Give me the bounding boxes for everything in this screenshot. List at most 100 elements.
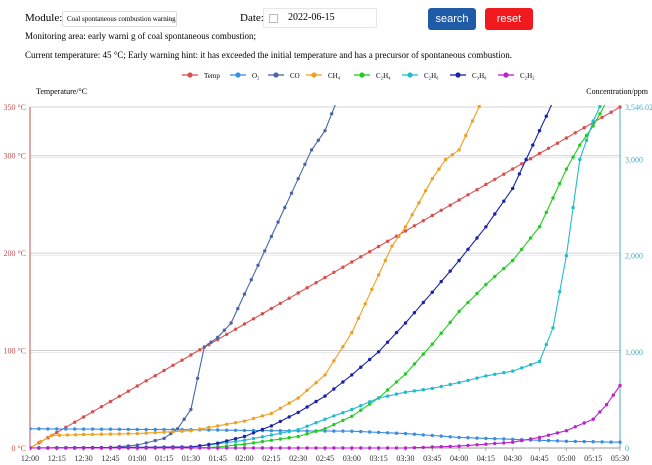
series-point: [412, 224, 417, 228]
series-point: [544, 210, 548, 215]
series-point: [269, 234, 274, 239]
series-point: [260, 312, 265, 316]
reset-button[interactable]: reset: [485, 8, 533, 30]
series-point: [544, 342, 548, 347]
series-point: [350, 373, 354, 377]
series-point: [439, 445, 443, 449]
series-point: [457, 380, 461, 385]
x-axis-tick-label: 12:00: [21, 454, 39, 463]
series-point: [448, 203, 452, 207]
series-point: [493, 212, 497, 216]
series-point: [537, 151, 542, 156]
series-point: [448, 435, 452, 439]
series-point: [108, 432, 113, 436]
series-point: [251, 436, 256, 441]
series-point: [448, 269, 452, 273]
series-point: [260, 435, 265, 439]
series-point: [537, 359, 542, 364]
series-point: [484, 436, 488, 441]
series-point: [323, 373, 327, 377]
series-point: [439, 279, 443, 284]
series-point: [466, 193, 470, 197]
series-point: [169, 431, 173, 436]
series-point: [484, 225, 488, 229]
series-point: [242, 442, 247, 446]
right-axis-tick-label: 2,000: [625, 252, 643, 261]
series-point: [439, 384, 443, 389]
series-point: [332, 429, 336, 433]
series-point: [421, 219, 425, 223]
x-axis-tick-label: 02:15: [262, 454, 280, 463]
series-point: [368, 250, 372, 254]
series-point: [341, 380, 345, 384]
series-point: [233, 446, 238, 450]
series-point: [385, 388, 390, 392]
series-point: [376, 396, 381, 400]
series-point: [225, 439, 229, 443]
series-point: [153, 427, 157, 432]
series-point: [558, 290, 562, 294]
series-point: [289, 191, 294, 195]
series-point: [439, 434, 443, 438]
series-point: [278, 446, 282, 450]
series-point: [296, 434, 300, 439]
series-point: [269, 429, 274, 433]
monitoring-area-text: Monitoring area: early warni g of coal s…: [25, 31, 256, 41]
series-point: [269, 438, 274, 442]
series-point: [198, 446, 202, 450]
series-point: [278, 406, 282, 410]
x-axis-tick-label: 02:00: [235, 454, 253, 463]
series-point: [537, 225, 542, 229]
series-point: [555, 431, 560, 435]
left-axis-tick-label: 0 °C: [11, 444, 26, 453]
series-point: [537, 129, 542, 133]
series-point: [305, 429, 309, 433]
series-point: [578, 157, 582, 162]
series-point: [403, 372, 408, 376]
series-point: [256, 263, 260, 267]
series-point: [278, 419, 282, 424]
series-point: [618, 383, 622, 388]
series-point: [144, 379, 148, 383]
series-point: [242, 446, 247, 450]
series-point: [117, 394, 122, 398]
series-point: [564, 136, 569, 140]
series-point: [323, 427, 327, 431]
series-point: [189, 407, 193, 412]
series-point: [46, 446, 50, 450]
search-button[interactable]: search: [428, 8, 476, 30]
series-point: [359, 404, 363, 408]
series-point: [466, 436, 470, 440]
series-point: [544, 114, 548, 118]
series-point: [370, 287, 374, 291]
series-point: [216, 446, 220, 450]
legend-swatch-marker: [359, 72, 365, 78]
series-point: [511, 167, 515, 171]
series-point: [385, 394, 390, 398]
series-point: [412, 362, 417, 366]
date-input[interactable]: 2022-06-15: [263, 8, 377, 28]
series-point: [520, 162, 524, 166]
module-select[interactable]: Coal spontaneous combustion warning ⌄: [62, 11, 177, 27]
x-axis-tick-label: 01:45: [209, 454, 227, 463]
series-point: [144, 441, 148, 445]
series-point: [578, 143, 582, 147]
series-point: [385, 239, 390, 243]
series-point: [376, 273, 381, 277]
series-point: [269, 424, 274, 428]
series-point: [359, 408, 363, 412]
series-point: [403, 431, 408, 436]
x-axis-tick-label: 04:30: [504, 454, 522, 463]
series-point: [209, 340, 213, 344]
series-point: [233, 327, 238, 331]
series-point: [314, 421, 318, 425]
series-group: [30, 105, 622, 450]
series-point: [520, 247, 524, 251]
series-point: [144, 446, 148, 450]
series-point: [359, 365, 363, 369]
series-point: [153, 446, 157, 450]
series-point: [546, 146, 551, 150]
series-point: [269, 433, 274, 437]
series-point: [55, 427, 59, 431]
series-point: [287, 436, 291, 440]
